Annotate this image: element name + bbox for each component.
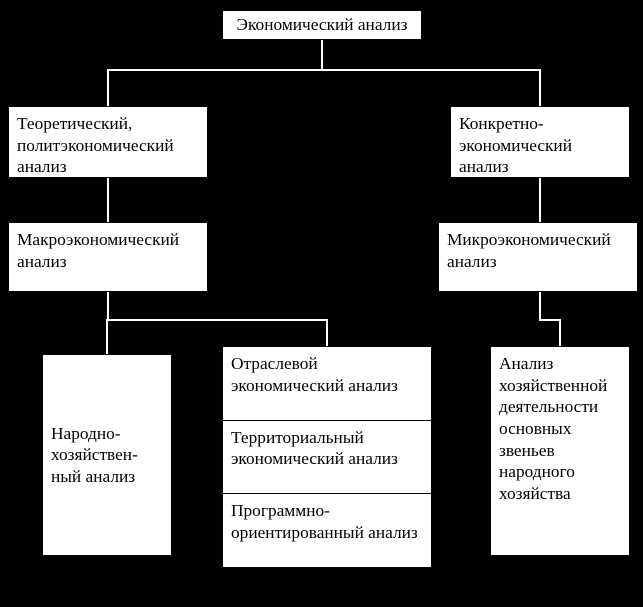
node-concrete: Конкретно-экономический анализ <box>450 106 630 178</box>
node-macro-label: Макроэкономический анализ <box>17 229 199 272</box>
node-micro-label: Микроэкономический анализ <box>447 229 629 272</box>
stack-item-sector: Отраслевой экономический анализ <box>223 347 431 421</box>
node-national-economy-label: Народно-хозяйствен-ный анализ <box>51 423 163 488</box>
node-macro: Макроэкономический анализ <box>8 222 208 292</box>
stack-item-territorial-label: Территориальный экономический анализ <box>231 427 423 470</box>
stack-item-program: Программно-ориентированный анализ <box>223 494 431 567</box>
node-micro: Микроэкономический анализ <box>438 222 638 292</box>
stack-item-sector-label: Отраслевой экономический анализ <box>231 353 423 396</box>
node-root: Экономический анализ <box>222 10 422 40</box>
node-stack: Отраслевой экономический анализ Территор… <box>222 346 432 568</box>
node-theoretical: Теоретический, политэкономический анализ <box>8 106 208 178</box>
stack-item-program-label: Программно-ориентированный анализ <box>231 500 423 543</box>
node-theoretical-label: Теоретический, политэкономический анализ <box>17 113 199 178</box>
node-concrete-label: Конкретно-экономический анализ <box>459 113 621 178</box>
diagram-canvas: Экономический анализ Теоретический, поли… <box>0 0 643 607</box>
node-national-economy: Народно-хозяйствен-ный анализ <box>42 354 172 556</box>
stack-item-territorial: Территориальный экономический анализ <box>223 421 431 495</box>
node-activity-analysis: Анализ хозяйственной деятельности основн… <box>490 346 630 556</box>
node-root-label: Экономический анализ <box>237 14 408 36</box>
node-activity-analysis-label: Анализ хозяйственной деятельности основн… <box>499 353 621 505</box>
